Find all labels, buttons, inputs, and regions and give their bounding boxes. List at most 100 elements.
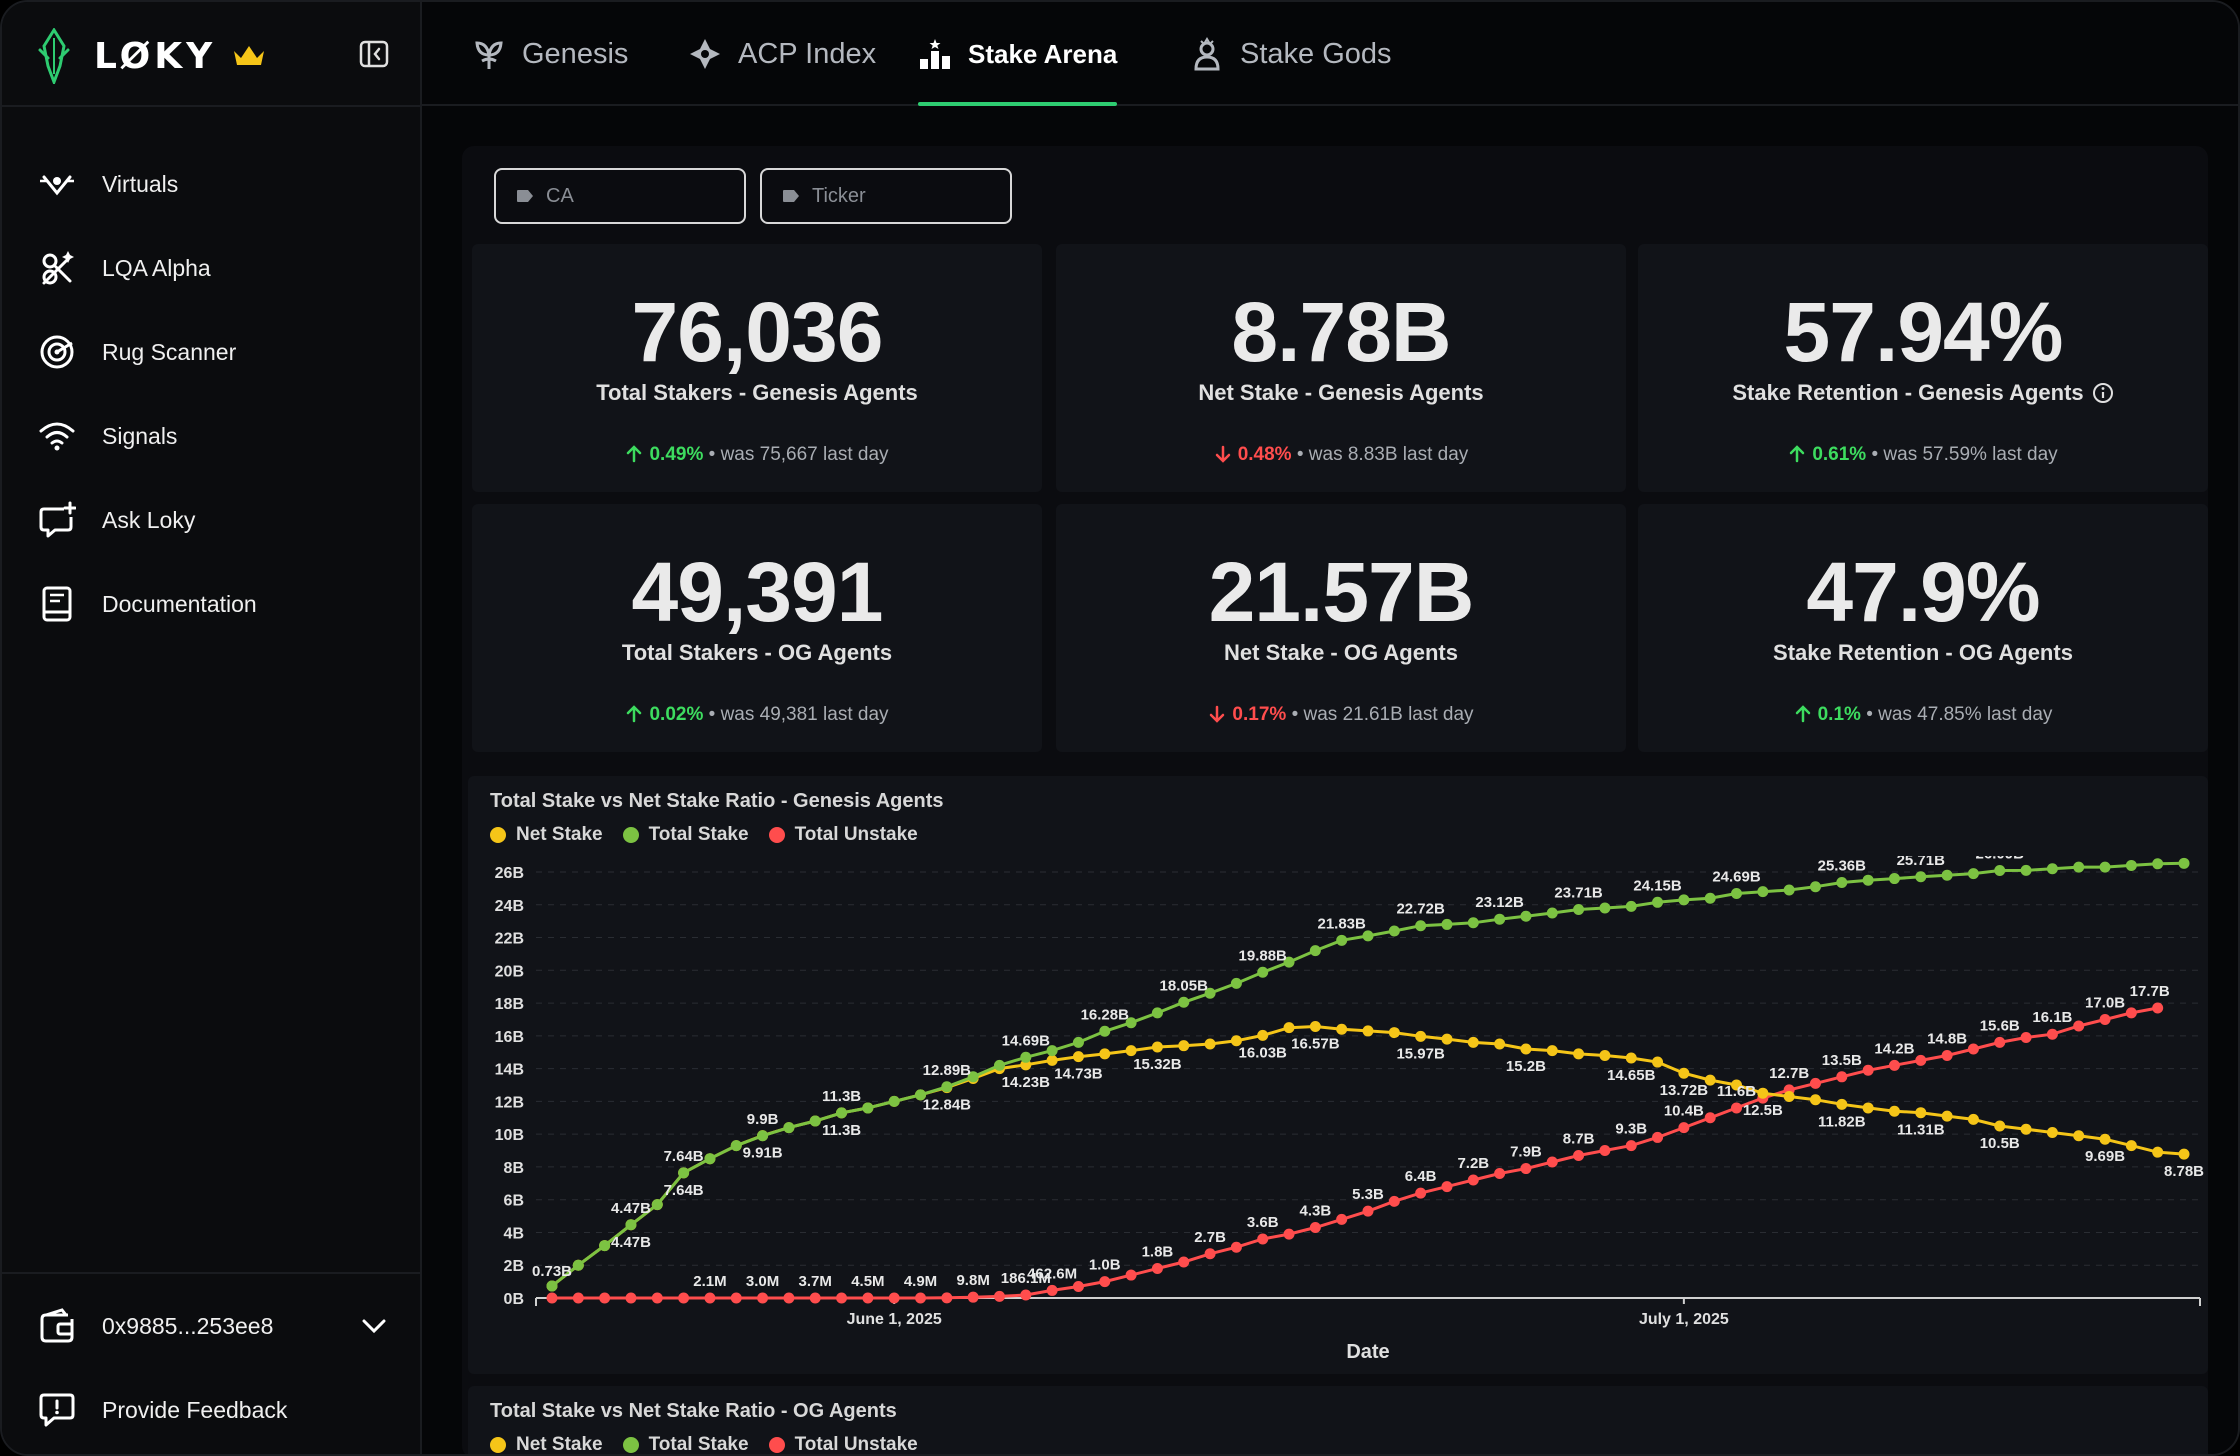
collapse-sidebar-icon[interactable] xyxy=(358,38,390,70)
data-label: 17.7B xyxy=(2130,983,2170,1000)
data-point xyxy=(1731,887,1743,899)
legend-item-net-stake[interactable]: Net Stake xyxy=(490,1434,603,1454)
ca-filter-input[interactable]: CA xyxy=(494,168,746,224)
data-point xyxy=(757,1130,769,1142)
y-tick-label: 6B xyxy=(504,1193,524,1210)
data-point xyxy=(2125,1140,2137,1152)
tab-genesis[interactable]: Genesis xyxy=(472,2,628,106)
data-point xyxy=(1336,1213,1348,1225)
legend-item-total-stake[interactable]: Total Stake xyxy=(622,1434,749,1454)
data-point xyxy=(1625,1052,1637,1064)
data-label: 15.32B xyxy=(1133,1056,1182,1073)
data-point xyxy=(1072,1281,1084,1293)
sidebar-item-documentation[interactable]: Documentation xyxy=(2,562,422,646)
data-point xyxy=(1573,1048,1585,1060)
data-point xyxy=(625,1219,637,1231)
data-point xyxy=(836,1107,848,1119)
sidebar-item-virtuals[interactable]: Virtuals xyxy=(2,142,422,226)
data-point xyxy=(651,1199,663,1211)
data-point xyxy=(1783,1090,1795,1102)
data-point xyxy=(730,1292,742,1304)
data-point xyxy=(1704,1074,1716,1086)
data-point xyxy=(1967,1043,1979,1055)
lqa-alpha-icon xyxy=(42,251,74,285)
data-point xyxy=(1494,1038,1506,1050)
stat-delta: 0.61% • was 57.59% last day xyxy=(1638,444,2208,466)
rug-scanner-icon xyxy=(40,335,74,369)
data-point xyxy=(1230,1241,1242,1253)
data-point xyxy=(572,1292,584,1304)
y-tick-label: 14B xyxy=(495,1062,524,1079)
data-point xyxy=(1888,1105,1900,1117)
data-point xyxy=(625,1292,637,1304)
y-tick-label: 20B xyxy=(495,963,524,980)
data-point xyxy=(704,1153,716,1165)
data-label: 16.57B xyxy=(1291,1036,1340,1053)
data-point xyxy=(915,1089,927,1101)
data-point xyxy=(1388,925,1400,937)
sidebar-item-ask-loky[interactable]: Ask Loky xyxy=(2,478,422,562)
data-label: 18.05B xyxy=(1160,977,1209,994)
data-label: 186.1M xyxy=(1001,1270,1051,1287)
data-point xyxy=(1178,1040,1190,1052)
tab-stake-arena[interactable]: Stake Arena xyxy=(918,2,1118,106)
data-point xyxy=(1599,1050,1611,1062)
sidebar-item-label: Rug Scanner xyxy=(102,338,237,365)
data-point xyxy=(1546,907,1558,919)
data-label: 462.6M xyxy=(1027,1265,1077,1282)
legend-item-net-stake[interactable]: Net Stake xyxy=(490,824,603,846)
stat-card-net-stake-genesis: 8.78B Net Stake - Genesis Agents 0.48% •… xyxy=(1056,244,1626,492)
documentation-icon xyxy=(42,586,72,622)
data-point xyxy=(1941,869,1953,881)
data-point xyxy=(967,1291,979,1303)
data-point xyxy=(783,1292,795,1304)
data-point xyxy=(1836,876,1848,888)
data-point xyxy=(1573,1149,1585,1161)
data-point xyxy=(1520,1043,1532,1055)
data-label: 3.6B xyxy=(1247,1214,1279,1231)
stat-value: 57.94% xyxy=(1783,285,2064,379)
legend-item-total-stake[interactable]: Total Stake xyxy=(622,824,749,846)
data-label: 9.9B xyxy=(747,1111,779,1128)
data-point xyxy=(1520,910,1532,922)
tab-stake-gods[interactable]: Stake Gods xyxy=(1190,2,1392,106)
data-label: 2.7B xyxy=(1194,1229,1226,1246)
stake-arena-icon xyxy=(920,39,950,69)
sidebar-item-rug-scanner[interactable]: Rug Scanner xyxy=(2,310,422,394)
data-point xyxy=(1099,1048,1111,1060)
data-point xyxy=(941,1292,953,1304)
legend-item-total-unstake[interactable]: Total Unstake xyxy=(768,824,918,846)
sidebar-item-lqa-alpha[interactable]: LQA Alpha xyxy=(2,226,422,310)
data-point xyxy=(2125,859,2137,871)
data-label: 12.84B xyxy=(923,1097,972,1114)
data-point xyxy=(1652,1056,1664,1068)
legend-item-total-unstake[interactable]: Total Unstake xyxy=(768,1434,918,1454)
y-tick-label: 2B xyxy=(504,1258,524,1275)
stat-value: 21.57B xyxy=(1208,545,1475,639)
tab-acp-index[interactable]: ACP Index xyxy=(688,2,876,106)
stat-change: 0.1% xyxy=(1817,704,1861,725)
info-icon[interactable] xyxy=(2092,382,2114,404)
stat-value: 47.9% xyxy=(1806,545,2040,639)
sidebar-item-signals[interactable]: Signals xyxy=(2,394,422,478)
data-point xyxy=(2046,863,2058,875)
virtuals-icon xyxy=(40,175,74,196)
chevron-down-icon[interactable] xyxy=(360,1312,388,1340)
chart-legend: Net Stake Total Stake Total Unstake xyxy=(490,1434,918,1454)
ticker-filter-input[interactable]: Ticker xyxy=(760,168,1012,224)
data-point xyxy=(1888,1059,1900,1071)
arrow-up-icon xyxy=(627,445,642,463)
data-label: 15.6B xyxy=(1980,1017,2020,1034)
data-point xyxy=(546,1292,558,1304)
data-point xyxy=(941,1081,953,1093)
loky-logo-icon xyxy=(38,28,70,84)
data-point xyxy=(1994,865,2006,877)
data-point xyxy=(2099,1013,2111,1025)
legend-dot xyxy=(622,827,639,843)
data-point xyxy=(704,1292,716,1304)
provide-feedback-button[interactable]: Provide Feedback xyxy=(38,1384,287,1436)
data-label: 11.82B xyxy=(1818,1113,1866,1130)
brand[interactable]: LØKY xyxy=(36,26,266,86)
data-point xyxy=(1783,884,1795,896)
wallet-selector[interactable]: 0x9885...253ee8 xyxy=(38,1300,388,1352)
